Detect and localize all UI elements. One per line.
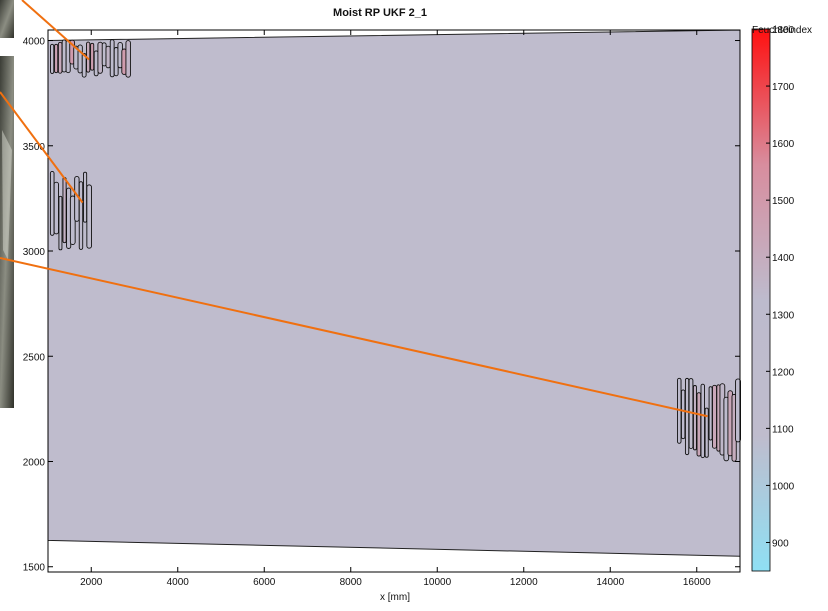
photo-strip (0, 0, 14, 408)
contour-band (708, 386, 713, 441)
colorbar-tick-label: 1100 (772, 424, 794, 435)
contour-band (696, 392, 702, 457)
x-tick-label: 8000 (340, 577, 363, 588)
colorbar-scale (751, 28, 771, 572)
plot-area (47, 29, 741, 572)
contour-band (684, 377, 690, 456)
contour-band (50, 43, 55, 74)
colorbar-tick-label: 1700 (772, 82, 795, 93)
contour-band (97, 41, 103, 74)
contour-band (90, 42, 95, 71)
contour-band (74, 175, 80, 222)
x-tick-label: 6000 (253, 577, 276, 588)
contour-band (58, 195, 63, 251)
colorbar-tick-label: 1800 (772, 25, 795, 36)
colorbar-tick-label: 1300 (772, 310, 795, 321)
contour-band (680, 389, 686, 440)
callout-line (0, 257, 708, 418)
x-tick-label: 12000 (510, 577, 538, 588)
contour-band (83, 171, 88, 223)
contour-band (62, 177, 67, 244)
contour-band (86, 184, 92, 249)
callout-line (21, 0, 90, 61)
contour-band (78, 181, 84, 250)
colorbar-tick-label: 1200 (772, 367, 795, 378)
y-tick-label: 3500 (23, 142, 46, 153)
contour-band (700, 383, 705, 459)
photo-top (0, 0, 14, 38)
y-tick-label: 2000 (23, 457, 46, 468)
colorbar: 900 1000 1100 1200 1300 1400 1500 1600 1700 1800 (751, 25, 795, 572)
y-tick-label: 3000 (23, 247, 46, 258)
photo-highlight (2, 130, 12, 260)
x-tick-label: 16000 (683, 577, 711, 588)
contour-band (692, 385, 697, 451)
x-axis-label: x [mm] (380, 592, 410, 603)
axes: 2000 4000 6000 8000 10000 12000 14000 16000 1500… (23, 29, 741, 588)
colorbar-tick-label: 1600 (772, 139, 795, 150)
contour-band (125, 40, 131, 78)
callouts (0, 0, 708, 418)
contour-band (61, 39, 67, 73)
x-tick-label: 10000 (423, 577, 451, 588)
colorbar-tick-label: 1400 (772, 253, 795, 264)
colorbar-tick-label: 900 (772, 538, 789, 549)
colorbar-label: Feuchteindex (752, 25, 812, 36)
contour-band (712, 384, 718, 449)
contour-band (57, 41, 63, 74)
y-tick-label: 4000 (23, 37, 46, 48)
x-tick-label: 14000 (596, 577, 624, 588)
contour-band (101, 42, 107, 67)
contour-band (735, 378, 741, 443)
colorbar-tick-label: 1000 (772, 481, 795, 492)
anomaly-cluster-C (677, 377, 741, 462)
colorbar-tick-label: 1500 (772, 196, 795, 207)
contour-band (54, 43, 59, 74)
contour-band (109, 39, 115, 78)
contour-band (53, 181, 59, 235)
chart-title: Moist RP UKF 2_1 (333, 7, 427, 19)
moisture-field (47, 29, 741, 557)
contour-band (105, 45, 111, 69)
axes-frame (47, 29, 741, 573)
y-tick-label: 1500 (23, 563, 46, 574)
contour-band (49, 170, 55, 236)
contour-band (704, 407, 709, 458)
callout-line (0, 91, 84, 204)
x-tick-label: 2000 (80, 577, 103, 588)
y-tick-label: 2500 (23, 352, 46, 363)
x-tick-label: 4000 (167, 577, 190, 588)
